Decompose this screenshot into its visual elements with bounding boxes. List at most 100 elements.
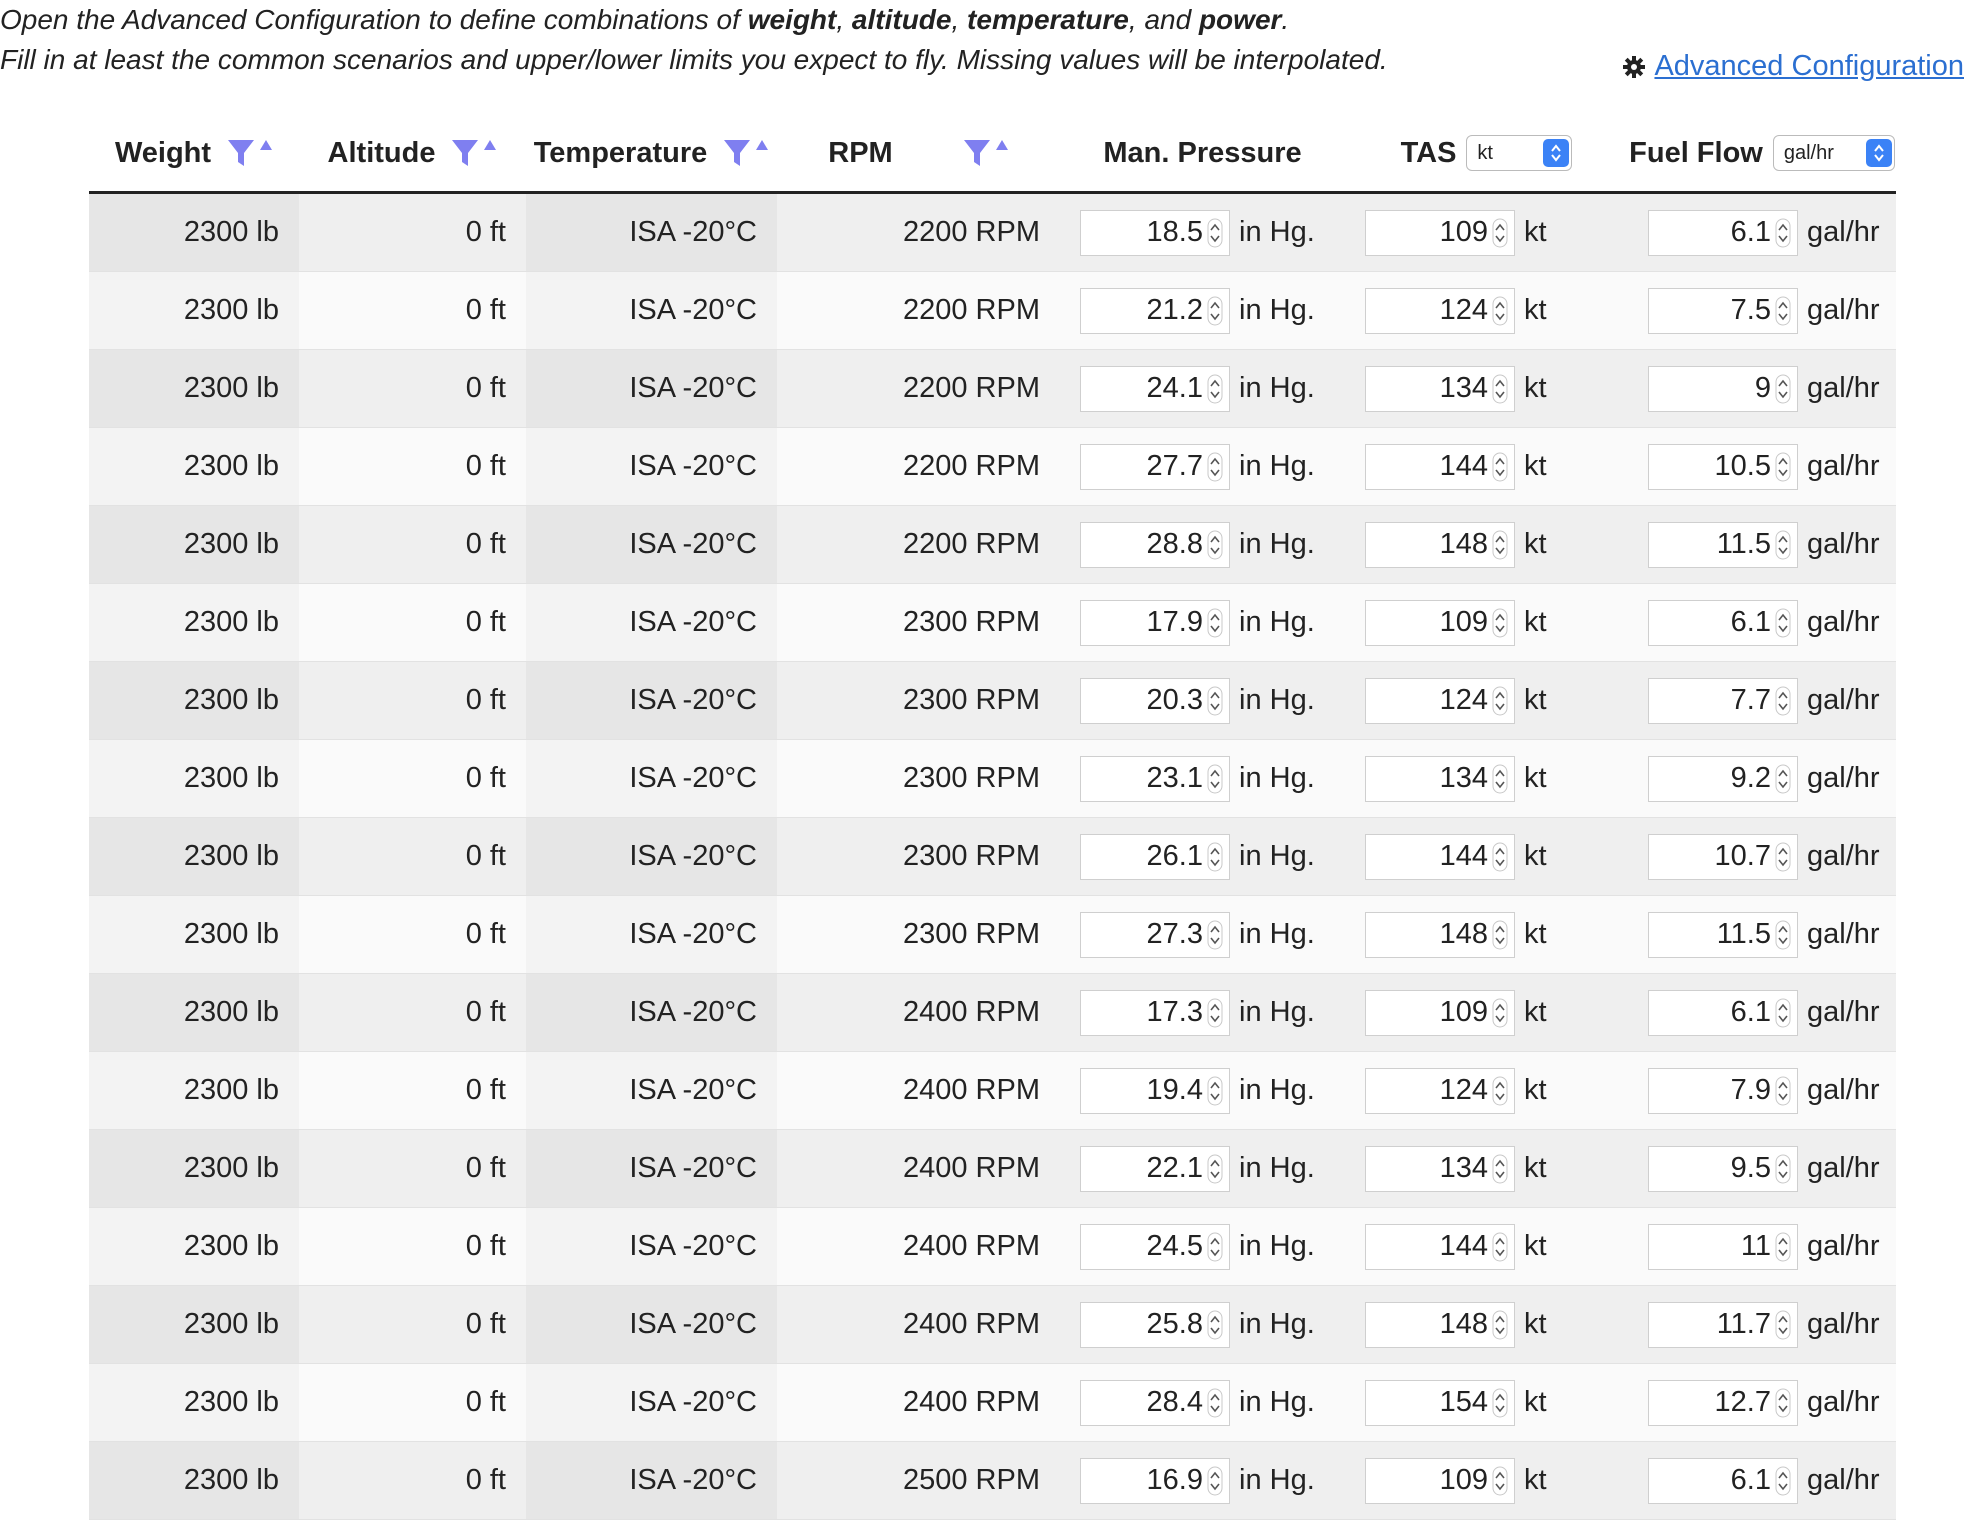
spinner-arrows-icon[interactable] (1207, 296, 1223, 326)
spinner-arrows-icon[interactable] (1207, 530, 1223, 560)
filter-icon[interactable] (451, 138, 479, 168)
tas-input[interactable]: 109 (1365, 599, 1515, 646)
spinner-arrows-icon[interactable] (1775, 374, 1791, 404)
spinner-arrows-icon[interactable] (1775, 686, 1791, 716)
advanced-configuration-link[interactable]: Advanced Configuration (1654, 50, 1964, 82)
man-pressure-input[interactable]: 25.8 (1080, 1301, 1230, 1348)
tas-unit-select[interactable]: kt (1466, 135, 1573, 171)
spinner-arrows-icon[interactable] (1492, 1154, 1508, 1184)
tas-input[interactable]: 134 (1365, 365, 1515, 412)
fuel-flow-input[interactable]: 11 (1648, 1223, 1798, 1270)
spinner-arrows-icon[interactable] (1207, 608, 1223, 638)
spinner-arrows-icon[interactable] (1207, 764, 1223, 794)
spinner-arrows-icon[interactable] (1775, 998, 1791, 1028)
man-pressure-input[interactable]: 27.7 (1080, 443, 1230, 490)
spinner-arrows-icon[interactable] (1775, 1310, 1791, 1340)
tas-input[interactable]: 148 (1365, 521, 1515, 568)
tas-input[interactable]: 134 (1365, 755, 1515, 802)
man-pressure-input[interactable]: 20.3 (1080, 677, 1230, 724)
tas-input[interactable]: 144 (1365, 1223, 1515, 1270)
spinner-arrows-icon[interactable] (1207, 920, 1223, 950)
spinner-arrows-icon[interactable] (1207, 842, 1223, 872)
fuel-flow-input[interactable]: 7.7 (1648, 677, 1798, 724)
spinner-arrows-icon[interactable] (1207, 1076, 1223, 1106)
fuel-flow-input[interactable]: 10.5 (1648, 443, 1798, 490)
sort-ascending-icon[interactable] (755, 139, 769, 151)
man-pressure-input[interactable]: 24.5 (1080, 1223, 1230, 1270)
man-pressure-input[interactable]: 24.1 (1080, 365, 1230, 412)
spinner-arrows-icon[interactable] (1775, 218, 1791, 248)
fuel-flow-input[interactable]: 11.5 (1648, 911, 1798, 958)
fuel-flow-input[interactable]: 6.1 (1648, 209, 1798, 256)
spinner-arrows-icon[interactable] (1207, 998, 1223, 1028)
man-pressure-input[interactable]: 16.9 (1080, 1457, 1230, 1504)
man-pressure-input[interactable]: 18.5 (1080, 209, 1230, 256)
tas-input[interactable]: 109 (1365, 209, 1515, 256)
advanced-configuration-link-wrap[interactable]: Advanced Configuration (1622, 50, 1964, 83)
filter-icon[interactable] (963, 138, 991, 168)
filter-icon[interactable] (723, 138, 751, 168)
spinner-arrows-icon[interactable] (1207, 1388, 1223, 1418)
spinner-arrows-icon[interactable] (1775, 1232, 1791, 1262)
fuel-flow-input[interactable]: 6.1 (1648, 599, 1798, 646)
spinner-arrows-icon[interactable] (1775, 1154, 1791, 1184)
man-pressure-input[interactable]: 28.4 (1080, 1379, 1230, 1426)
fuel-flow-input[interactable]: 10.7 (1648, 833, 1798, 880)
spinner-arrows-icon[interactable] (1775, 608, 1791, 638)
tas-input[interactable]: 154 (1365, 1379, 1515, 1426)
spinner-arrows-icon[interactable] (1775, 764, 1791, 794)
man-pressure-input[interactable]: 28.8 (1080, 521, 1230, 568)
spinner-arrows-icon[interactable] (1207, 1310, 1223, 1340)
tas-input[interactable]: 124 (1365, 677, 1515, 724)
man-pressure-input[interactable]: 23.1 (1080, 755, 1230, 802)
spinner-arrows-icon[interactable] (1492, 374, 1508, 404)
man-pressure-input[interactable]: 21.2 (1080, 287, 1230, 334)
spinner-arrows-icon[interactable] (1775, 1466, 1791, 1496)
tas-input[interactable]: 148 (1365, 911, 1515, 958)
spinner-arrows-icon[interactable] (1775, 842, 1791, 872)
man-pressure-input[interactable]: 17.3 (1080, 989, 1230, 1036)
spinner-arrows-icon[interactable] (1492, 1388, 1508, 1418)
fuel-flow-input[interactable]: 11.5 (1648, 521, 1798, 568)
fuel-flow-input[interactable]: 9.2 (1648, 755, 1798, 802)
fuel-flow-input[interactable]: 11.7 (1648, 1301, 1798, 1348)
spinner-arrows-icon[interactable] (1207, 1154, 1223, 1184)
tas-input[interactable]: 148 (1365, 1301, 1515, 1348)
fuel-unit-select[interactable]: gal/hr (1772, 135, 1895, 171)
spinner-arrows-icon[interactable] (1775, 1076, 1791, 1106)
spinner-arrows-icon[interactable] (1492, 296, 1508, 326)
man-pressure-input[interactable]: 19.4 (1080, 1067, 1230, 1114)
spinner-arrows-icon[interactable] (1492, 1466, 1508, 1496)
man-pressure-input[interactable]: 17.9 (1080, 599, 1230, 646)
man-pressure-input[interactable]: 22.1 (1080, 1145, 1230, 1192)
fuel-flow-input[interactable]: 9.5 (1648, 1145, 1798, 1192)
spinner-arrows-icon[interactable] (1492, 608, 1508, 638)
spinner-arrows-icon[interactable] (1207, 1232, 1223, 1262)
fuel-flow-input[interactable]: 12.7 (1648, 1379, 1798, 1426)
fuel-flow-input[interactable]: 6.1 (1648, 989, 1798, 1036)
spinner-arrows-icon[interactable] (1492, 764, 1508, 794)
spinner-arrows-icon[interactable] (1775, 296, 1791, 326)
spinner-arrows-icon[interactable] (1775, 452, 1791, 482)
spinner-arrows-icon[interactable] (1492, 920, 1508, 950)
sort-ascending-icon[interactable] (483, 139, 497, 151)
fuel-flow-input[interactable]: 7.5 (1648, 287, 1798, 334)
spinner-arrows-icon[interactable] (1775, 920, 1791, 950)
spinner-arrows-icon[interactable] (1492, 1076, 1508, 1106)
sort-ascending-icon[interactable] (259, 139, 273, 151)
tas-input[interactable]: 144 (1365, 443, 1515, 490)
spinner-arrows-icon[interactable] (1492, 530, 1508, 560)
tas-input[interactable]: 134 (1365, 1145, 1515, 1192)
tas-input[interactable]: 124 (1365, 287, 1515, 334)
spinner-arrows-icon[interactable] (1492, 218, 1508, 248)
spinner-arrows-icon[interactable] (1207, 218, 1223, 248)
fuel-flow-input[interactable]: 7.9 (1648, 1067, 1798, 1114)
spinner-arrows-icon[interactable] (1492, 686, 1508, 716)
spinner-arrows-icon[interactable] (1492, 452, 1508, 482)
spinner-arrows-icon[interactable] (1775, 530, 1791, 560)
spinner-arrows-icon[interactable] (1207, 686, 1223, 716)
tas-input[interactable]: 144 (1365, 833, 1515, 880)
spinner-arrows-icon[interactable] (1207, 1466, 1223, 1496)
tas-input[interactable]: 124 (1365, 1067, 1515, 1114)
spinner-arrows-icon[interactable] (1492, 1232, 1508, 1262)
